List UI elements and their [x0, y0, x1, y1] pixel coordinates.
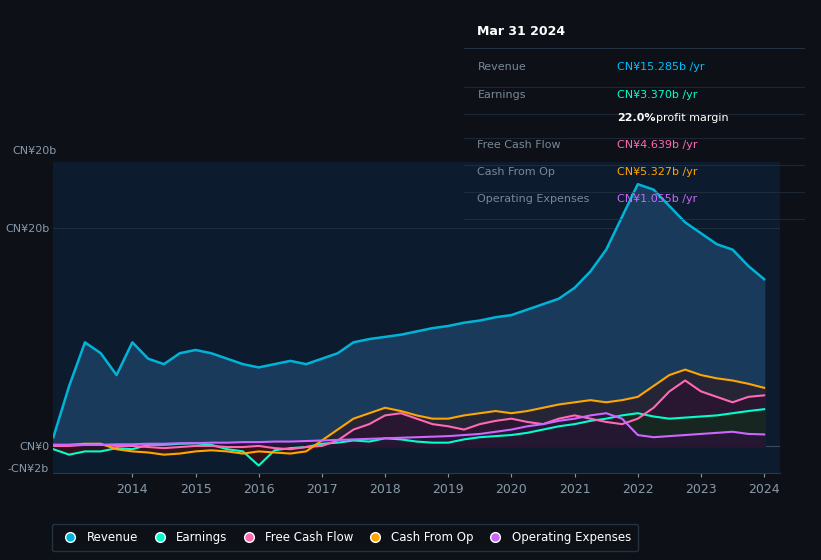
Legend: Revenue, Earnings, Free Cash Flow, Cash From Op, Operating Expenses: Revenue, Earnings, Free Cash Flow, Cash … — [52, 524, 638, 551]
Text: CN¥5.327b /yr: CN¥5.327b /yr — [617, 167, 698, 177]
Text: Cash From Op: Cash From Op — [478, 167, 555, 177]
Text: CN¥20b: CN¥20b — [12, 146, 57, 156]
Text: 22.0%: 22.0% — [617, 113, 656, 123]
Text: Operating Expenses: Operating Expenses — [478, 194, 589, 204]
Text: CN¥4.639b /yr: CN¥4.639b /yr — [617, 140, 698, 150]
Text: Free Cash Flow: Free Cash Flow — [478, 140, 561, 150]
Text: CN¥3.370b /yr: CN¥3.370b /yr — [617, 90, 698, 100]
Text: CN¥1.055b /yr: CN¥1.055b /yr — [617, 194, 697, 204]
Text: profit margin: profit margin — [656, 113, 729, 123]
Text: Mar 31 2024: Mar 31 2024 — [478, 25, 566, 38]
Text: CN¥15.285b /yr: CN¥15.285b /yr — [617, 62, 704, 72]
Text: Revenue: Revenue — [478, 62, 526, 72]
Text: Earnings: Earnings — [478, 90, 526, 100]
